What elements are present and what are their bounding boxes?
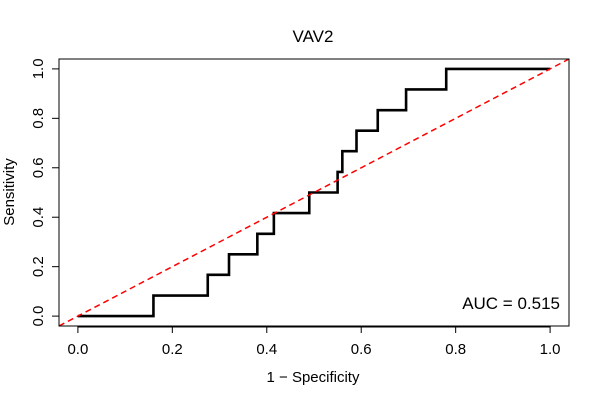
y-tick-label: 0.4	[30, 207, 47, 228]
y-tick-label: 0.2	[30, 256, 47, 277]
y-tick-label: 0.6	[30, 157, 47, 178]
x-tick-label: 0.4	[256, 341, 277, 358]
plot-area	[58, 58, 570, 327]
x-tick-label: 0.0	[67, 341, 88, 358]
x-tick-label: 0.8	[445, 341, 466, 358]
x-tick-label: 0.2	[162, 341, 183, 358]
x-axis-label: 1 − Specificity	[267, 369, 360, 386]
x-axis: 0.0 0.2 0.4 0.6 0.8 1.0	[67, 326, 561, 358]
y-axis: 0.0 0.2 0.4 0.6 0.8 1.0	[30, 58, 60, 327]
x-tick-label: 1.0	[540, 341, 561, 358]
y-tick-label: 0.8	[30, 108, 47, 129]
reference-diagonal-line	[58, 58, 570, 327]
y-tick-label: 0.0	[30, 306, 47, 327]
y-tick-label: 1.0	[30, 58, 47, 79]
auc-annotation: AUC = 0.515	[462, 294, 560, 313]
y-axis-label: Sensitivity	[1, 158, 18, 226]
roc-curve-line	[77, 67, 551, 318]
chart-title: VAV2	[293, 27, 334, 46]
x-tick-label: 0.6	[351, 341, 372, 358]
